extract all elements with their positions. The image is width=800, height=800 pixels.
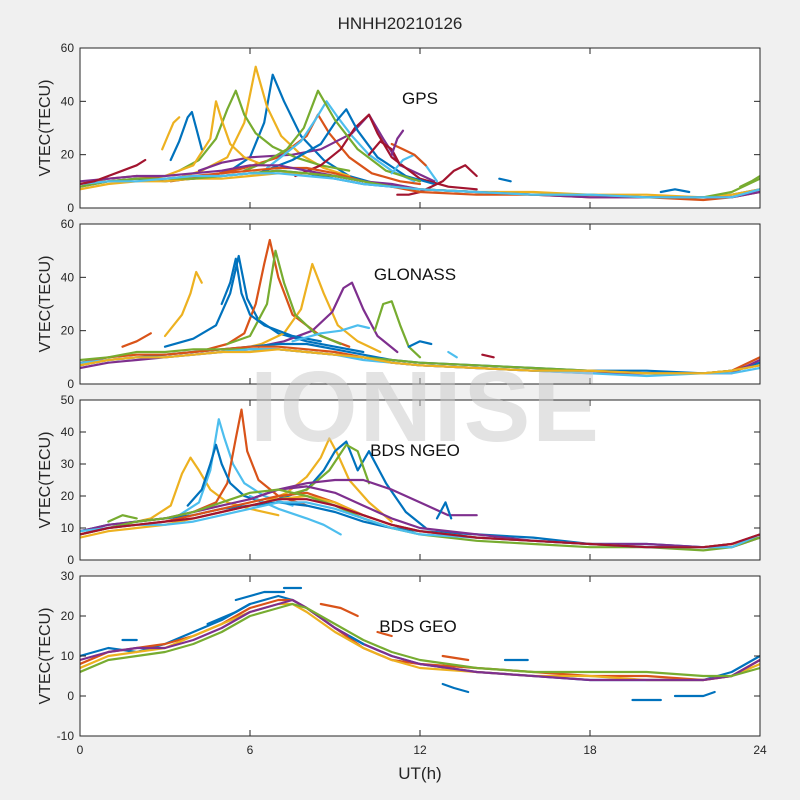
plot-area (80, 576, 760, 736)
series-line (80, 498, 760, 549)
panel-bds-geo: -10 0 10 20 30 VTEC(TECU) BDS GEO (37, 569, 761, 743)
x-axis-label: UT(h) (398, 764, 441, 783)
series-line (282, 443, 371, 498)
series-line (237, 262, 382, 354)
y-tick-label: 20 (61, 489, 75, 503)
series-line (277, 440, 427, 530)
panel-gps: 0 20 40 60 VTEC(TECU) GPS (37, 41, 761, 215)
y-tick-label: 20 (61, 324, 75, 338)
series-line (80, 158, 147, 186)
y-tick-label: 0 (67, 377, 74, 391)
y-tick-label: 20 (61, 609, 75, 623)
y-tick-label: 50 (61, 393, 75, 407)
series-line (163, 254, 365, 354)
panel-label: GPS (402, 89, 438, 108)
y-tick-label: -10 (57, 729, 75, 743)
series-line (226, 249, 342, 346)
y-axis-label: VTEC(TECU) (37, 432, 54, 529)
y-axis-label: VTEC(TECU) (37, 256, 54, 353)
plot-area (80, 224, 760, 384)
series-line (257, 108, 436, 186)
y-tick-label: 30 (61, 457, 75, 471)
series-line (390, 129, 405, 156)
panel-label: BDS GEO (379, 617, 456, 636)
y-tick-label: 20 (61, 148, 75, 162)
panel-label: BDS NGEO (370, 441, 460, 460)
series-line (220, 257, 322, 343)
x-tick-label: 24 (753, 743, 767, 757)
x-tick-label: 0 (77, 743, 84, 757)
y-tick-label: 40 (61, 425, 75, 439)
figure-title: HNHH20210126 (337, 14, 463, 33)
series-line (121, 332, 152, 348)
y-tick-label: 30 (61, 569, 75, 583)
series-line (673, 690, 716, 698)
series-line (367, 140, 402, 167)
y-tick-label: 40 (61, 94, 75, 108)
series-line (163, 270, 203, 338)
series-line (186, 443, 266, 507)
series-line (80, 172, 760, 199)
series-group (80, 65, 760, 202)
series-line (107, 514, 138, 523)
series-line (291, 324, 371, 343)
y-axis-label: VTEC(TECU) (37, 80, 54, 177)
x-tick-label: 6 (247, 743, 254, 757)
series-line (390, 142, 427, 167)
series-line (209, 73, 407, 188)
series-line (163, 100, 266, 178)
plot-area (80, 400, 760, 560)
series-line (447, 350, 458, 359)
series-group (80, 238, 760, 378)
panel-glonass: 0 20 40 60 VTEC(TECU) GLONASS (37, 217, 761, 391)
y-tick-label: 10 (61, 649, 75, 663)
series-line (257, 281, 399, 354)
series-line (206, 602, 252, 626)
series-line (169, 110, 203, 162)
y-axis-label: VTEC(TECU) (37, 608, 54, 705)
y-tick-label: 0 (67, 553, 74, 567)
panel-label: GLONASS (374, 265, 456, 284)
y-tick-label: 10 (61, 521, 75, 535)
panel-bds-ngeo: 0 10 20 30 40 50 VTEC(TECU) BDS NGEO (37, 393, 761, 567)
series-group (80, 586, 760, 702)
series-line (739, 174, 760, 188)
series-line (441, 654, 470, 662)
series-line (376, 630, 393, 638)
series-line (481, 353, 495, 359)
series-line (441, 682, 470, 694)
y-tick-label: 40 (61, 270, 75, 284)
series-line (348, 634, 365, 646)
series-line (435, 501, 453, 520)
y-tick-label: 0 (67, 689, 74, 703)
series-line (80, 602, 760, 682)
y-tick-label: 0 (67, 201, 74, 215)
series-line (407, 340, 433, 348)
series-line (319, 602, 359, 618)
series-line (659, 188, 691, 194)
series-group (80, 408, 760, 552)
x-tick-label: 18 (583, 743, 597, 757)
x-tick-label: 12 (413, 743, 427, 757)
series-line (294, 113, 478, 191)
series-line (80, 602, 760, 678)
y-tick-label: 60 (61, 41, 75, 55)
y-tick-label: 60 (61, 217, 75, 231)
series-line (498, 177, 512, 183)
series-line (373, 300, 422, 359)
series-line (80, 348, 760, 375)
series-line (234, 590, 286, 602)
series-line (243, 89, 422, 183)
series-line (265, 100, 416, 183)
series-line (178, 89, 351, 172)
series-line (161, 116, 181, 151)
series-line (175, 65, 351, 180)
series-line (396, 164, 478, 196)
series-line (80, 598, 760, 682)
